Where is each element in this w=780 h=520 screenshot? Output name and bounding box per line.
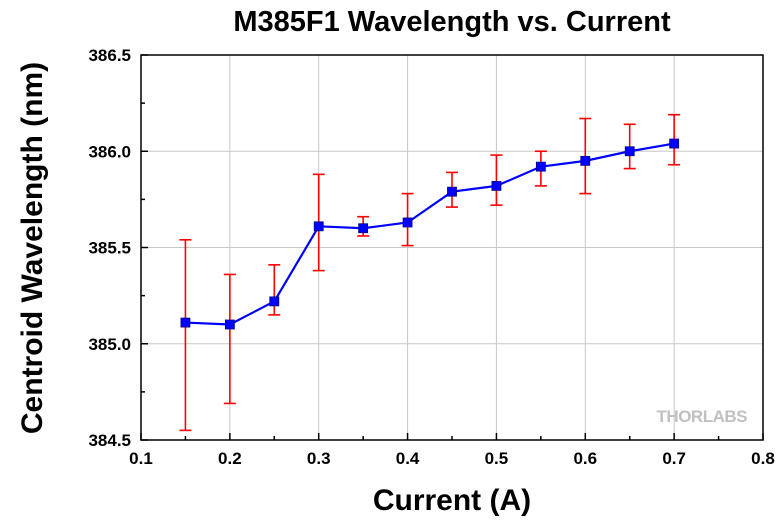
error-bar: [268, 264, 281, 316]
data-point-marker: [402, 217, 413, 228]
data-point-marker: [180, 317, 191, 328]
error-bar: [223, 273, 236, 405]
plot-frame: [140, 54, 764, 441]
y-tick-label: 385.5: [88, 239, 131, 258]
data-point-marker: [269, 296, 280, 307]
x-tick-label: 0.6: [573, 449, 597, 468]
error-bar: [179, 239, 192, 432]
y-tick-label: 386.0: [88, 142, 131, 161]
y-axis-title: Centroid Wavelength (nm): [16, 62, 49, 434]
x-tick-label: 0.4: [396, 449, 420, 468]
data-point-marker: [624, 146, 635, 157]
data-markers: [180, 138, 680, 330]
x-tick-label: 0.1: [129, 449, 153, 468]
thorlabs-logo-watermark: THORLABS: [657, 407, 748, 426]
data-point-marker: [447, 186, 457, 197]
data-point-marker: [358, 223, 369, 234]
grid-lines: [141, 55, 763, 440]
x-tick-label: 0.7: [662, 449, 686, 468]
chart-title: M385F1 Wavelength vs. Current: [233, 6, 671, 38]
error-bars: [179, 113, 681, 432]
data-point-marker: [313, 221, 324, 232]
error-bar: [490, 154, 503, 206]
data-point-marker: [580, 155, 591, 166]
y-tick-labels: 384.5 385.0 385.5 386.0 386.5: [88, 46, 131, 450]
series-line: [185, 142, 675, 326]
x-tick-labels: 0.1 0.2 0.3 0.4 0.5 0.6 0.7 0.8: [129, 449, 775, 468]
data-point-marker: [491, 180, 502, 191]
y-tick-label: 386.5: [88, 46, 131, 65]
x-tick-label: 0.2: [218, 449, 242, 468]
data-point-marker: [224, 319, 235, 330]
y-tick-label: 384.5: [88, 431, 131, 450]
y-tick-label: 385.0: [88, 335, 131, 354]
data-point-marker: [535, 161, 546, 172]
data-point-marker: [669, 138, 680, 149]
x-axis-title: Current (A): [373, 484, 531, 517]
x-tick-label: 0.3: [307, 449, 331, 468]
x-tick-label: 0.5: [485, 449, 509, 468]
x-tick-label: 0.8: [751, 449, 775, 468]
